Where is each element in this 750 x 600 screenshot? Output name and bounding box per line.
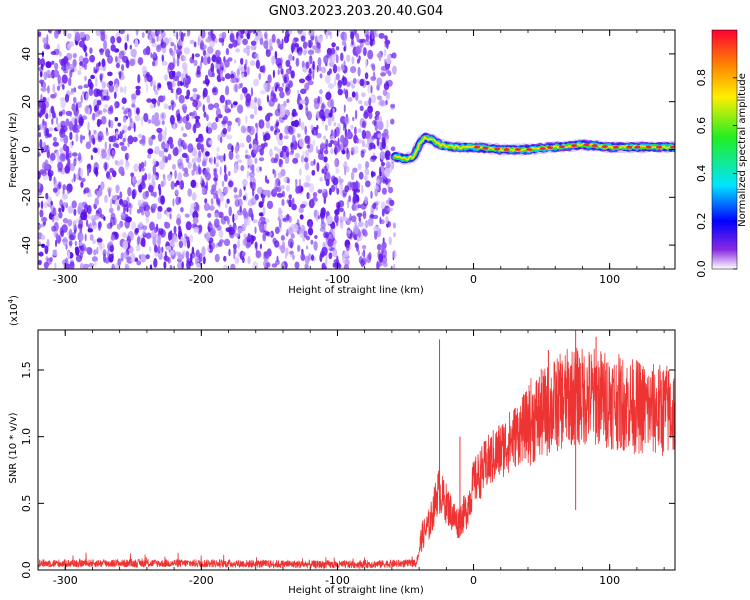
snr-x-label: Height of straight line (km) xyxy=(288,585,424,596)
y-tick-label: 40 xyxy=(20,47,33,61)
y-tick-label: 20 xyxy=(20,95,33,109)
colorbar-label: Normalized spectral amplitude xyxy=(737,73,748,227)
y-tick-label: -40 xyxy=(20,236,33,254)
colorbar-frame xyxy=(711,29,738,270)
colorbar: 0.0 0.2 0.4 0.6 0.8 Normalized spectral ampl… xyxy=(695,29,748,278)
x-tick-label: 100 xyxy=(599,273,620,286)
x-tick-label: 0 xyxy=(470,273,477,286)
y-tick-label: 1.5 xyxy=(20,361,33,379)
snr-y-multiplier: (x104) xyxy=(7,295,20,326)
spectrogram-ridge xyxy=(389,132,675,165)
snr-y-ticks: 0.0 0.5 1.0 1.5 xyxy=(20,361,675,579)
snr-multiplier-close: ) xyxy=(9,295,20,299)
colorbar-tick-label: 0.8 xyxy=(695,69,708,87)
colorbar-ticks: 0.0 0.2 0.4 0.6 0.8 xyxy=(695,69,737,278)
y-tick-label: 0 xyxy=(20,146,33,153)
x-tick-label: -100 xyxy=(325,574,350,587)
snr-y-label: SNR (10 * v/v) xyxy=(8,412,19,483)
colorbar-tick-label: 0.6 xyxy=(695,117,708,135)
spectrogram-y-label: Frequency (Hz) xyxy=(8,112,19,188)
y-tick-label: 1.0 xyxy=(20,428,33,446)
spectrogram-y-ticks: -40 -20 0 20 40 xyxy=(20,47,675,254)
x-tick-label: -200 xyxy=(189,273,214,286)
snr-multiplier-exp: 4 xyxy=(7,298,15,303)
colorbar-tick-label: 0.2 xyxy=(695,212,708,230)
snr-multiplier-base: (x10 xyxy=(9,303,20,326)
colorbar-gradient xyxy=(712,30,737,269)
colorbar-tick-label: 0.0 xyxy=(695,260,708,278)
spectrogram-x-label: Height of straight line (km) xyxy=(288,285,424,296)
spectrogram-x-ticks: -300 -200 -100 0 100 xyxy=(37,30,665,286)
snr-series-line xyxy=(38,347,675,570)
snr-frame xyxy=(37,329,676,571)
y-tick-label: 0.5 xyxy=(20,495,33,513)
colorbar-tick-label: 0.4 xyxy=(695,165,708,183)
y-tick-label: 0.0 xyxy=(20,561,33,579)
snr-x-ticks: -300 -200 -100 0 100 xyxy=(37,330,665,587)
x-tick-label: -200 xyxy=(189,574,214,587)
spectrogram-noise xyxy=(38,30,397,269)
y-tick-label: -20 xyxy=(20,188,33,206)
x-tick-label: -300 xyxy=(53,273,78,286)
x-tick-label: 0 xyxy=(470,574,477,587)
x-tick-label: -100 xyxy=(325,273,350,286)
x-tick-label: 100 xyxy=(599,574,620,587)
chart-title: GN03.2023.203.20.40.G04 xyxy=(269,4,444,19)
x-tick-label: -300 xyxy=(53,574,78,587)
snr-panel: -300 -200 -100 0 100 0.0 0.5 1.0 1.5 Height of … xyxy=(7,295,676,596)
